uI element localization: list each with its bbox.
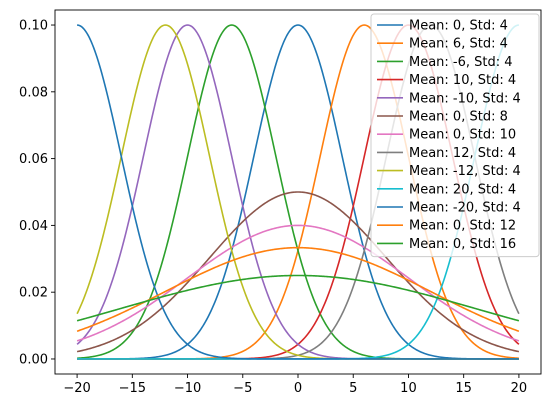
x-tick-label: 15 xyxy=(455,381,472,396)
plot-area xyxy=(76,24,520,360)
y-axis: 0.00 0.02 0.04 0.06 0.08 0.10 xyxy=(19,19,55,367)
x-tick-label: 5 xyxy=(349,381,357,396)
legend: Mean: 0, Std: 4 Mean: 6, Std: 4 Mean: -6, … xyxy=(370,13,540,258)
legend-label: Mean: 0, Std: 12 xyxy=(409,219,516,234)
series-line xyxy=(77,24,519,360)
legend-label: Mean: 0, Std: 4 xyxy=(409,19,508,34)
y-tick-label: 0.10 xyxy=(19,19,48,34)
legend-label: Mean: 0, Std: 10 xyxy=(409,128,516,143)
series-line xyxy=(76,224,520,342)
series-line xyxy=(76,191,520,353)
series-line xyxy=(76,246,520,332)
legend-label: Mean: -10, Std: 4 xyxy=(409,91,521,106)
legend-label: Mean: -6, Std: 4 xyxy=(409,55,513,70)
legend-label: Mean: 0, Std: 16 xyxy=(409,237,516,252)
legend-label: Mean: 10, Std: 4 xyxy=(409,73,516,88)
x-tick-label: −10 xyxy=(174,381,201,396)
y-tick-label: 0.04 xyxy=(19,219,48,234)
x-tick-label: −5 xyxy=(233,381,252,396)
y-tick-label: 0.00 xyxy=(19,352,48,367)
x-axis: −20 −15 −10 −5 0 5 10 15 20 xyxy=(63,374,527,396)
y-tick-label: 0.02 xyxy=(19,286,48,301)
series-line xyxy=(77,24,519,360)
series-line xyxy=(76,274,520,322)
x-tick-label: 20 xyxy=(511,381,528,396)
legend-label: Mean: 6, Std: 4 xyxy=(409,37,508,52)
x-tick-label: 0 xyxy=(294,381,302,396)
x-tick-label: −20 xyxy=(63,381,90,396)
x-tick-label: −15 xyxy=(119,381,146,396)
y-tick-label: 0.06 xyxy=(19,152,48,167)
legend-box xyxy=(370,13,540,258)
legend-label: Mean: 20, Std: 4 xyxy=(409,182,516,197)
legend-label: Mean: -12, Std: 4 xyxy=(409,164,521,179)
legend-label: Mean: -20, Std: 4 xyxy=(409,201,521,216)
y-tick-label: 0.08 xyxy=(19,85,48,100)
x-tick-label: 10 xyxy=(400,381,417,396)
legend-label: Mean: 12, Std: 4 xyxy=(409,146,516,161)
legend-label: Mean: 0, Std: 8 xyxy=(409,110,508,125)
